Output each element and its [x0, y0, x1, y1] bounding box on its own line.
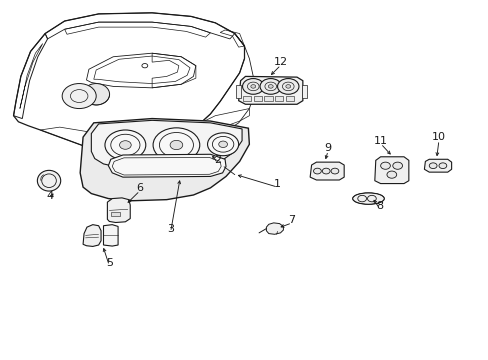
Polygon shape	[108, 154, 225, 177]
Polygon shape	[374, 157, 408, 184]
Text: 3: 3	[167, 224, 174, 234]
Circle shape	[380, 162, 389, 169]
Ellipse shape	[82, 84, 109, 105]
Text: 7: 7	[288, 215, 295, 225]
Circle shape	[170, 140, 183, 150]
Polygon shape	[309, 162, 344, 180]
Polygon shape	[424, 159, 451, 172]
Polygon shape	[103, 225, 118, 246]
Text: 4: 4	[46, 191, 54, 201]
Text: 2: 2	[214, 156, 221, 165]
Circle shape	[428, 163, 436, 168]
Ellipse shape	[352, 193, 384, 204]
Polygon shape	[107, 198, 130, 222]
Circle shape	[119, 141, 131, 149]
Circle shape	[330, 168, 338, 174]
Circle shape	[250, 85, 255, 88]
Circle shape	[386, 171, 396, 178]
Bar	[243, 96, 251, 102]
Text: 11: 11	[373, 136, 387, 146]
Circle shape	[260, 78, 281, 94]
Circle shape	[313, 168, 321, 174]
Circle shape	[105, 130, 145, 160]
Bar	[285, 96, 293, 102]
Circle shape	[392, 162, 402, 169]
Bar	[235, 85, 240, 98]
Bar	[275, 96, 283, 102]
Circle shape	[242, 78, 264, 94]
Text: 5: 5	[105, 258, 113, 268]
Circle shape	[438, 163, 446, 168]
Circle shape	[153, 128, 200, 162]
Polygon shape	[83, 225, 101, 247]
Circle shape	[322, 168, 329, 174]
Polygon shape	[238, 76, 302, 104]
Text: 6: 6	[136, 183, 143, 193]
Circle shape	[277, 78, 298, 94]
Circle shape	[285, 85, 290, 88]
Polygon shape	[80, 118, 249, 201]
Ellipse shape	[37, 170, 61, 191]
Text: 1: 1	[273, 179, 281, 189]
Bar	[253, 96, 262, 102]
Circle shape	[62, 84, 96, 109]
Bar	[111, 212, 119, 216]
Bar	[301, 85, 306, 98]
Polygon shape	[91, 120, 242, 170]
Polygon shape	[266, 223, 283, 234]
Circle shape	[207, 133, 238, 156]
Text: 10: 10	[431, 132, 445, 142]
Circle shape	[218, 141, 227, 148]
Circle shape	[268, 85, 273, 88]
Bar	[264, 96, 272, 102]
Text: 12: 12	[273, 57, 287, 67]
Text: 8: 8	[375, 201, 383, 211]
Text: 9: 9	[324, 143, 331, 153]
